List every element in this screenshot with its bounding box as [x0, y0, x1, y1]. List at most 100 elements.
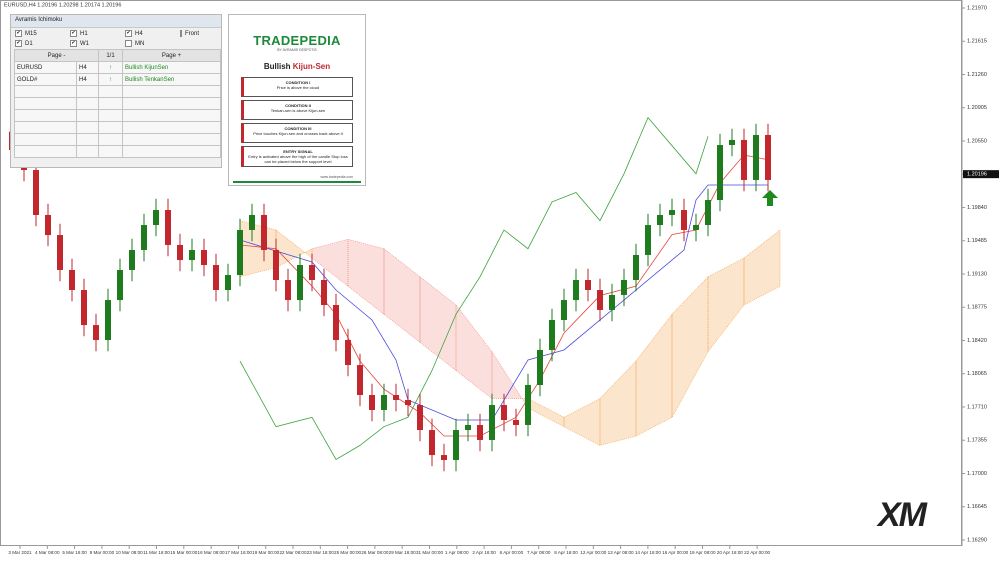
empty-cell — [76, 145, 99, 158]
empty-cell — [98, 121, 123, 134]
candle-body — [453, 430, 459, 461]
candle-body — [405, 399, 411, 406]
candle-body — [681, 210, 687, 230]
brand-logo: XM — [878, 496, 927, 534]
candle-body — [81, 290, 87, 326]
empty-row — [14, 97, 221, 110]
current-price-box — [963, 170, 999, 179]
empty-row — [14, 109, 221, 122]
candle-body — [621, 279, 627, 295]
scanner-panel[interactable]: Avramis Ichimoku ✔ M15 ✔ H1 ✔ H4 Front ✔ D1 ✔ W1 MN… — [10, 14, 222, 168]
y-tick-label: 1.19840 — [967, 205, 987, 211]
candle-body — [729, 139, 735, 146]
x-tick-label: 12 Apr 00:00 — [580, 550, 606, 555]
empty-cell — [76, 133, 99, 146]
candle-body — [273, 250, 279, 280]
x-tick-label: 16 Mar 08:00 — [198, 550, 226, 555]
card-logo: TRADEPEDIA — [253, 33, 341, 48]
checkbox: ✔ — [70, 40, 77, 47]
condition-text: Entry is activated above the high of the… — [248, 154, 348, 164]
symbol: GOLD# — [14, 73, 77, 86]
cloud-segment — [563, 398, 601, 446]
candle-body — [153, 210, 159, 226]
timeframe-option[interactable]: ✔ M15 — [15, 30, 70, 37]
timeframe-option[interactable]: MN — [125, 40, 180, 47]
y-tick-label: 1.18420 — [967, 338, 987, 344]
candle-body — [633, 254, 639, 280]
x-tick-label: 7 Apr 08:00 — [527, 550, 551, 555]
cloud-segment — [491, 350, 529, 409]
empty-cell — [122, 85, 221, 98]
x-tick-label: 2 Apr 16:00 — [472, 550, 496, 555]
chikou-line — [239, 116, 709, 461]
cloud-segment — [707, 257, 745, 353]
x-tick-label: 10 Mar 08:00 — [116, 550, 144, 555]
checkbox: ✔ — [70, 30, 77, 37]
candle-body — [93, 325, 99, 341]
empty-cell — [14, 109, 77, 122]
empty-row — [14, 133, 221, 146]
option-label: D1 — [25, 40, 33, 47]
kijun-line — [239, 184, 768, 421]
condition-head: ENTRY SIGNAL — [283, 149, 313, 154]
candle-body — [117, 269, 123, 301]
empty-cell — [122, 97, 221, 110]
y-tick-label: 1.16645 — [967, 504, 987, 510]
x-tick-label: 1 Apr 08:00 — [445, 550, 469, 555]
candle-body — [213, 265, 219, 291]
checkbox: ✔ — [15, 30, 22, 37]
candle-body — [525, 384, 531, 425]
checkbox — [125, 40, 132, 47]
signal: Bullish TenkanSen — [122, 73, 221, 86]
x-tick-label: 17 Mar 16:00 — [225, 550, 253, 555]
empty-cell — [98, 109, 123, 122]
timeframe-option[interactable]: ✔ H1 — [70, 30, 125, 37]
candle-body — [465, 424, 471, 431]
candle-body — [753, 135, 759, 180]
timeframe-option[interactable]: ✔ H4 — [125, 30, 180, 37]
option-label: W1 — [80, 40, 89, 47]
condition-head: CONDITION II — [285, 103, 311, 108]
timeframe-option[interactable]: Front — [180, 30, 220, 37]
signal-arrow — [762, 190, 778, 206]
page-next[interactable]: Page + — [122, 49, 221, 62]
candle-body — [297, 265, 303, 301]
candle-body — [645, 225, 651, 255]
candle-body — [57, 235, 63, 270]
candle-body — [33, 170, 39, 215]
x-tick-label: 31 Mar 00:00 — [416, 550, 444, 555]
option-label: Front — [185, 30, 200, 37]
timeframe-option[interactable]: ✔ W1 — [70, 40, 125, 47]
candle-body — [717, 145, 723, 201]
empty-cell — [14, 85, 77, 98]
candle-body — [693, 225, 699, 230]
page-prev[interactable]: Page - — [14, 49, 99, 62]
option-label: H4 — [135, 30, 143, 37]
candle-body — [393, 395, 399, 400]
candle-body — [177, 244, 183, 261]
timeframe-option[interactable]: ✔ D1 — [15, 40, 70, 47]
y-tick-label: 1.19130 — [967, 271, 987, 277]
option-label: MN — [135, 40, 145, 47]
candle-body — [357, 365, 363, 396]
x-tick-label: 13 Apr 08:00 — [608, 550, 634, 555]
empty-cell — [122, 109, 221, 122]
option-label: M15 — [25, 30, 37, 37]
x-tick-label: 9 Mar 00:00 — [90, 550, 115, 555]
candle-body — [369, 395, 375, 410]
condition-head: CONDITION I — [285, 80, 311, 85]
y-tick-label: 1.20905 — [967, 105, 987, 111]
x-tick-label: 19 Apr 08:00 — [689, 550, 715, 555]
y-tick-label: 1.21615 — [967, 39, 987, 45]
candle-body — [249, 214, 255, 230]
cloud-segment — [383, 248, 421, 343]
candle-body — [237, 229, 243, 276]
candle-body — [105, 300, 111, 341]
empty-cell — [122, 145, 221, 158]
chart-header: EURUSD,H4 1.20196 1.20298 1.20174 1.2019… — [4, 2, 121, 8]
x-tick-label: 22 Apr 00:00 — [744, 550, 770, 555]
y-tick-label: 1.18775 — [967, 305, 987, 311]
y-tick-label: 1.18065 — [967, 371, 987, 377]
condition-box: ENTRY SIGNAL Entry is activated above the… — [241, 146, 353, 167]
y-tick-label: 1.21260 — [967, 72, 987, 78]
